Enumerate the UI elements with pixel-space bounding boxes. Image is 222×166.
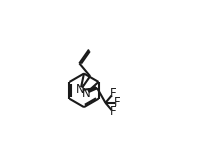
Text: F: F xyxy=(110,87,116,100)
Text: F: F xyxy=(110,105,116,118)
Text: F: F xyxy=(114,96,121,109)
Text: N: N xyxy=(76,83,85,96)
Text: N: N xyxy=(82,87,90,100)
